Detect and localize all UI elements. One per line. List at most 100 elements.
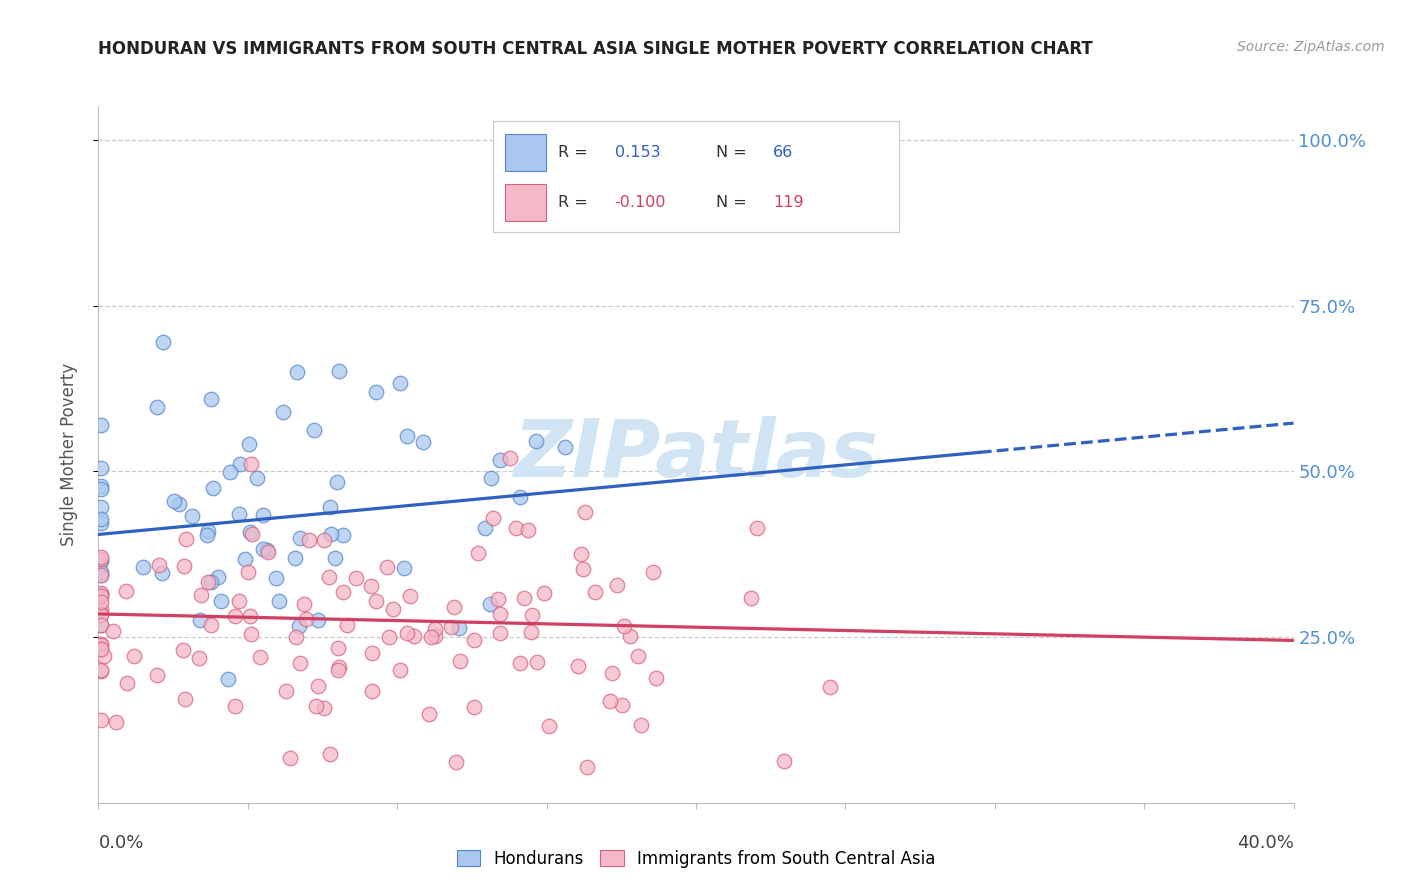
Point [517,523,540,537]
Point [740,591,762,606]
Point [90,587,112,601]
Point [486,592,509,607]
Point [104,714,127,729]
Point [412,435,434,450]
Point [630,718,652,732]
Point [747,521,769,535]
Point [148,558,170,572]
Point [269,594,291,608]
Point [172,642,194,657]
Point [332,585,354,599]
Point [90,516,112,530]
Point [90,595,112,609]
Point [181,508,204,523]
Point [197,524,219,538]
Point [90,512,112,526]
Point [224,608,246,623]
Point [217,673,239,687]
Point [90,550,112,565]
Point [307,613,329,627]
Point [305,699,328,714]
Point [818,681,841,695]
Point [90,638,112,652]
Point [249,649,271,664]
Point [444,756,467,770]
Point [90,588,112,602]
Point [284,550,307,565]
Point [361,683,384,698]
Point [145,401,167,415]
Point [479,471,502,485]
Point [395,429,418,443]
Point [449,654,471,668]
Text: 0.0%: 0.0% [98,834,143,852]
Point [90,552,112,566]
Text: Source: ZipAtlas.com: Source: ZipAtlas.com [1237,40,1385,54]
Point [219,465,242,479]
Point [606,578,628,592]
Point [599,694,621,708]
Point [509,656,531,670]
Point [176,532,198,546]
Point [288,656,311,670]
Point [122,648,145,663]
Point [479,597,502,611]
Point [319,527,342,541]
Point [276,683,298,698]
Point [233,552,256,566]
Point [238,436,260,450]
Point [238,566,260,580]
Point [326,663,349,677]
Point [773,754,796,768]
Point [246,471,269,485]
Point [627,649,650,664]
Point [266,571,288,585]
Point [312,701,335,715]
Point [188,651,211,665]
Point [420,631,443,645]
Point [643,565,665,579]
Point [239,609,262,624]
Text: HONDURAN VS IMMIGRANTS FROM SOUTH CENTRAL ASIA SINGLE MOTHER POVERTY CORRELATION: HONDURAN VS IMMIGRANTS FROM SOUTH CENTRA… [98,40,1094,58]
Point [90,482,112,496]
Point [90,663,112,677]
Point [474,521,496,535]
Point [312,533,335,547]
Point [90,713,112,727]
Point [423,622,446,636]
Point [101,624,124,639]
Point [326,475,349,489]
Point [360,579,382,593]
Point [90,568,112,582]
Point [645,671,668,685]
Point [90,602,112,616]
Point [304,423,326,437]
Point [463,632,485,647]
Point [505,521,527,535]
Point [90,565,112,579]
Point [90,642,112,657]
Point [526,655,548,669]
Point [200,618,222,632]
Point [619,629,641,643]
Point [418,707,440,722]
Point [318,570,340,584]
Point [93,648,115,663]
Point [163,494,186,508]
Point [292,597,315,611]
Point [328,660,350,674]
Point [257,545,280,559]
Point [90,618,112,632]
Point [240,457,263,471]
Point [388,376,411,390]
Point [90,589,112,603]
Point [533,586,555,600]
Point [90,568,112,582]
Point [240,527,263,541]
Point [449,621,471,635]
Point [252,541,274,556]
Point [90,637,112,651]
Point [467,546,489,560]
Point [90,586,112,600]
Point [209,593,232,607]
